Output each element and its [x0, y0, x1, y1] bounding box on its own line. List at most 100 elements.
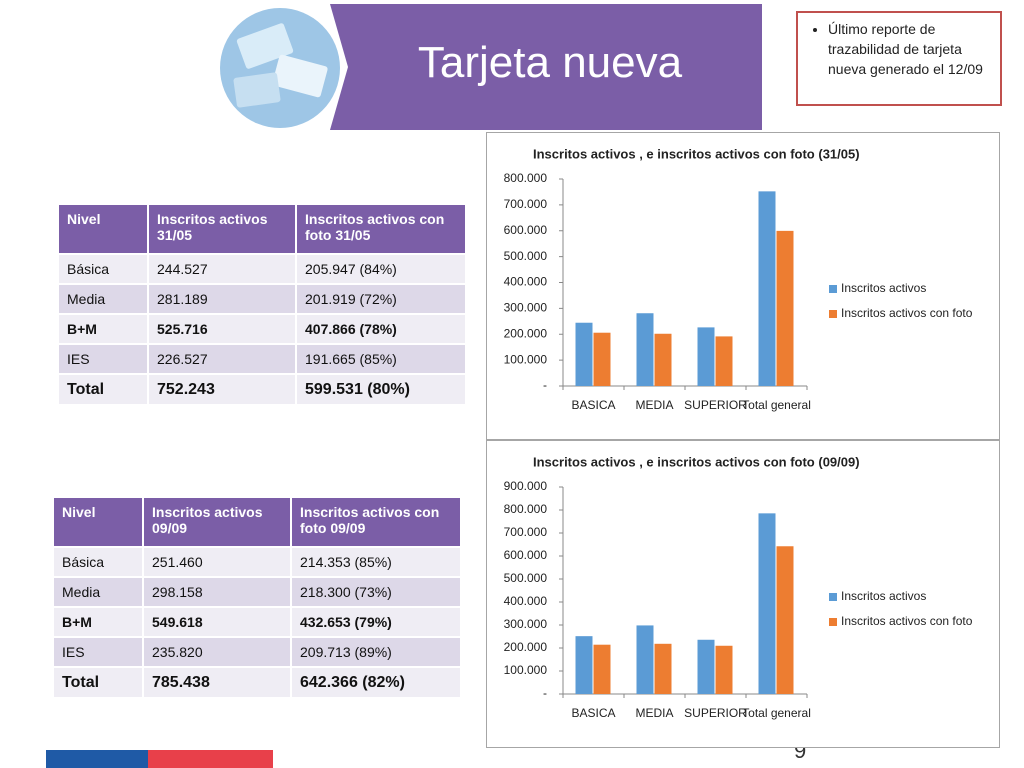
chart-title: Inscritos activos , e inscritos activos …	[533, 454, 860, 469]
y-tick-label: 800.000	[504, 171, 548, 185]
note-box: Último reporte de trazabilidad de tarjet…	[796, 11, 1002, 106]
table-cell: 191.665 (85%)	[297, 345, 465, 373]
bar	[776, 546, 794, 694]
x-tick-label: BASICA	[571, 706, 615, 720]
header-row: Nivel Inscritos activos 09/09 Inscritos ac…	[54, 498, 460, 546]
column-header: Inscritos activos 09/09	[144, 498, 290, 546]
table-cell: 785.438	[144, 668, 290, 697]
table-cell: 244.527	[149, 255, 295, 283]
x-tick-label: Total general	[742, 706, 811, 720]
table-cell: IES	[59, 345, 147, 373]
bar	[697, 639, 715, 694]
data-table: Nivel Inscritos activos 09/09 Inscritos ac…	[52, 496, 462, 699]
legend-swatch	[829, 593, 837, 601]
header-art	[217, 4, 762, 131]
x-tick-label: BASICA	[571, 398, 615, 412]
y-tick-label: 300.000	[504, 301, 548, 315]
table-cell: Total	[59, 375, 147, 404]
y-tick-label: -	[543, 686, 547, 700]
table-cell: 209.713 (89%)	[292, 638, 460, 666]
table-row: B+M 525.716 407.866 (78%)	[59, 315, 465, 343]
table-row: IES 226.527 191.665 (85%)	[59, 345, 465, 373]
table-row: Total 752.243 599.531 (80%)	[59, 375, 465, 404]
table-cell: 201.919 (72%)	[297, 285, 465, 313]
table-cell: 298.158	[144, 578, 290, 606]
table-cell: IES	[54, 638, 142, 666]
bar	[654, 643, 672, 694]
header-row: Nivel Inscritos activos 31/05 Inscritos ac…	[59, 205, 465, 253]
column-header: Inscritos activos con foto 31/05	[297, 205, 465, 253]
y-tick-label: 500.000	[504, 571, 548, 585]
table-cell: Total	[54, 668, 142, 697]
table-cell: 214.353 (85%)	[292, 548, 460, 576]
y-tick-label: 700.000	[504, 525, 548, 539]
table-row: Total 785.438 642.366 (82%)	[54, 668, 460, 697]
y-tick-label: 800.000	[504, 502, 548, 516]
chart-title: Inscritos activos , e inscritos activos …	[533, 146, 860, 161]
table-cell: 205.947 (84%)	[297, 255, 465, 283]
x-tick-label: SUPERIOR	[684, 398, 747, 412]
legend-label: Inscritos activos	[841, 281, 926, 295]
legend-label: Inscritos activos con foto	[841, 614, 973, 628]
title-banner	[330, 4, 762, 130]
bar	[636, 313, 654, 386]
bar	[715, 645, 733, 694]
y-tick-label: 200.000	[504, 326, 548, 340]
table-cell: 281.189	[149, 285, 295, 313]
table-row: IES 235.820 209.713 (89%)	[54, 638, 460, 666]
y-tick-label: -	[543, 378, 547, 392]
chart: Inscritos activos , e inscritos activos …	[486, 132, 1000, 440]
legend-swatch	[829, 285, 837, 293]
table-cell: Media	[59, 285, 147, 313]
table-cell: Básica	[54, 548, 142, 576]
table-cell: 642.366 (82%)	[292, 668, 460, 697]
photo-card	[272, 54, 328, 98]
table-row: Media 281.189 201.919 (72%)	[59, 285, 465, 313]
table-cell: 235.820	[144, 638, 290, 666]
note: Último reporte de trazabilidad de tarjet…	[828, 19, 992, 79]
bar	[776, 230, 794, 386]
y-tick-label: 200.000	[504, 640, 548, 654]
table-cell: 251.460	[144, 548, 290, 576]
bar	[575, 322, 593, 386]
table-cell: 549.618	[144, 608, 290, 636]
data-table: Nivel Inscritos activos 31/05 Inscritos ac…	[57, 203, 467, 406]
table-cell: 599.531 (80%)	[297, 375, 465, 404]
bar	[575, 636, 593, 694]
y-tick-label: 600.000	[504, 548, 548, 562]
y-tick-label: 500.000	[504, 249, 548, 263]
table-row: B+M 549.618 432.653 (79%)	[54, 608, 460, 636]
table-cell: 432.653 (79%)	[292, 608, 460, 636]
footer-stripe	[46, 750, 148, 768]
y-tick-label: 400.000	[504, 275, 548, 289]
title: Tarjeta nueva	[417, 38, 683, 87]
column-header: Inscritos activos 31/05	[149, 205, 295, 253]
table-cell: B+M	[59, 315, 147, 343]
column-header: Nivel	[54, 498, 142, 546]
legend-label: Inscritos activos con foto	[841, 306, 973, 320]
bar	[654, 333, 672, 386]
chart: Inscritos activos , e inscritos activos …	[486, 440, 1000, 748]
y-tick-label: 600.000	[504, 223, 548, 237]
y-tick-label: 900.000	[504, 479, 548, 493]
photo-card	[236, 23, 294, 69]
table-cell: 218.300 (73%)	[292, 578, 460, 606]
table-cell: 752.243	[149, 375, 295, 404]
table-cell: Media	[54, 578, 142, 606]
bar	[715, 336, 733, 386]
y-tick-label: 700.000	[504, 197, 548, 211]
table-cell: 407.866 (78%)	[297, 315, 465, 343]
legend-swatch	[829, 618, 837, 626]
table-row: Básica 244.527 205.947 (84%)	[59, 255, 465, 283]
y-tick-label: 300.000	[504, 617, 548, 631]
table-cell: B+M	[54, 608, 142, 636]
photo-card	[233, 72, 281, 108]
bar	[593, 644, 611, 694]
bar	[636, 625, 654, 694]
legend-swatch	[829, 310, 837, 318]
x-tick-label: SUPERIOR	[684, 706, 747, 720]
y-tick-label: 400.000	[504, 594, 548, 608]
bar	[758, 191, 776, 386]
y-tick-label: 100.000	[504, 663, 548, 677]
